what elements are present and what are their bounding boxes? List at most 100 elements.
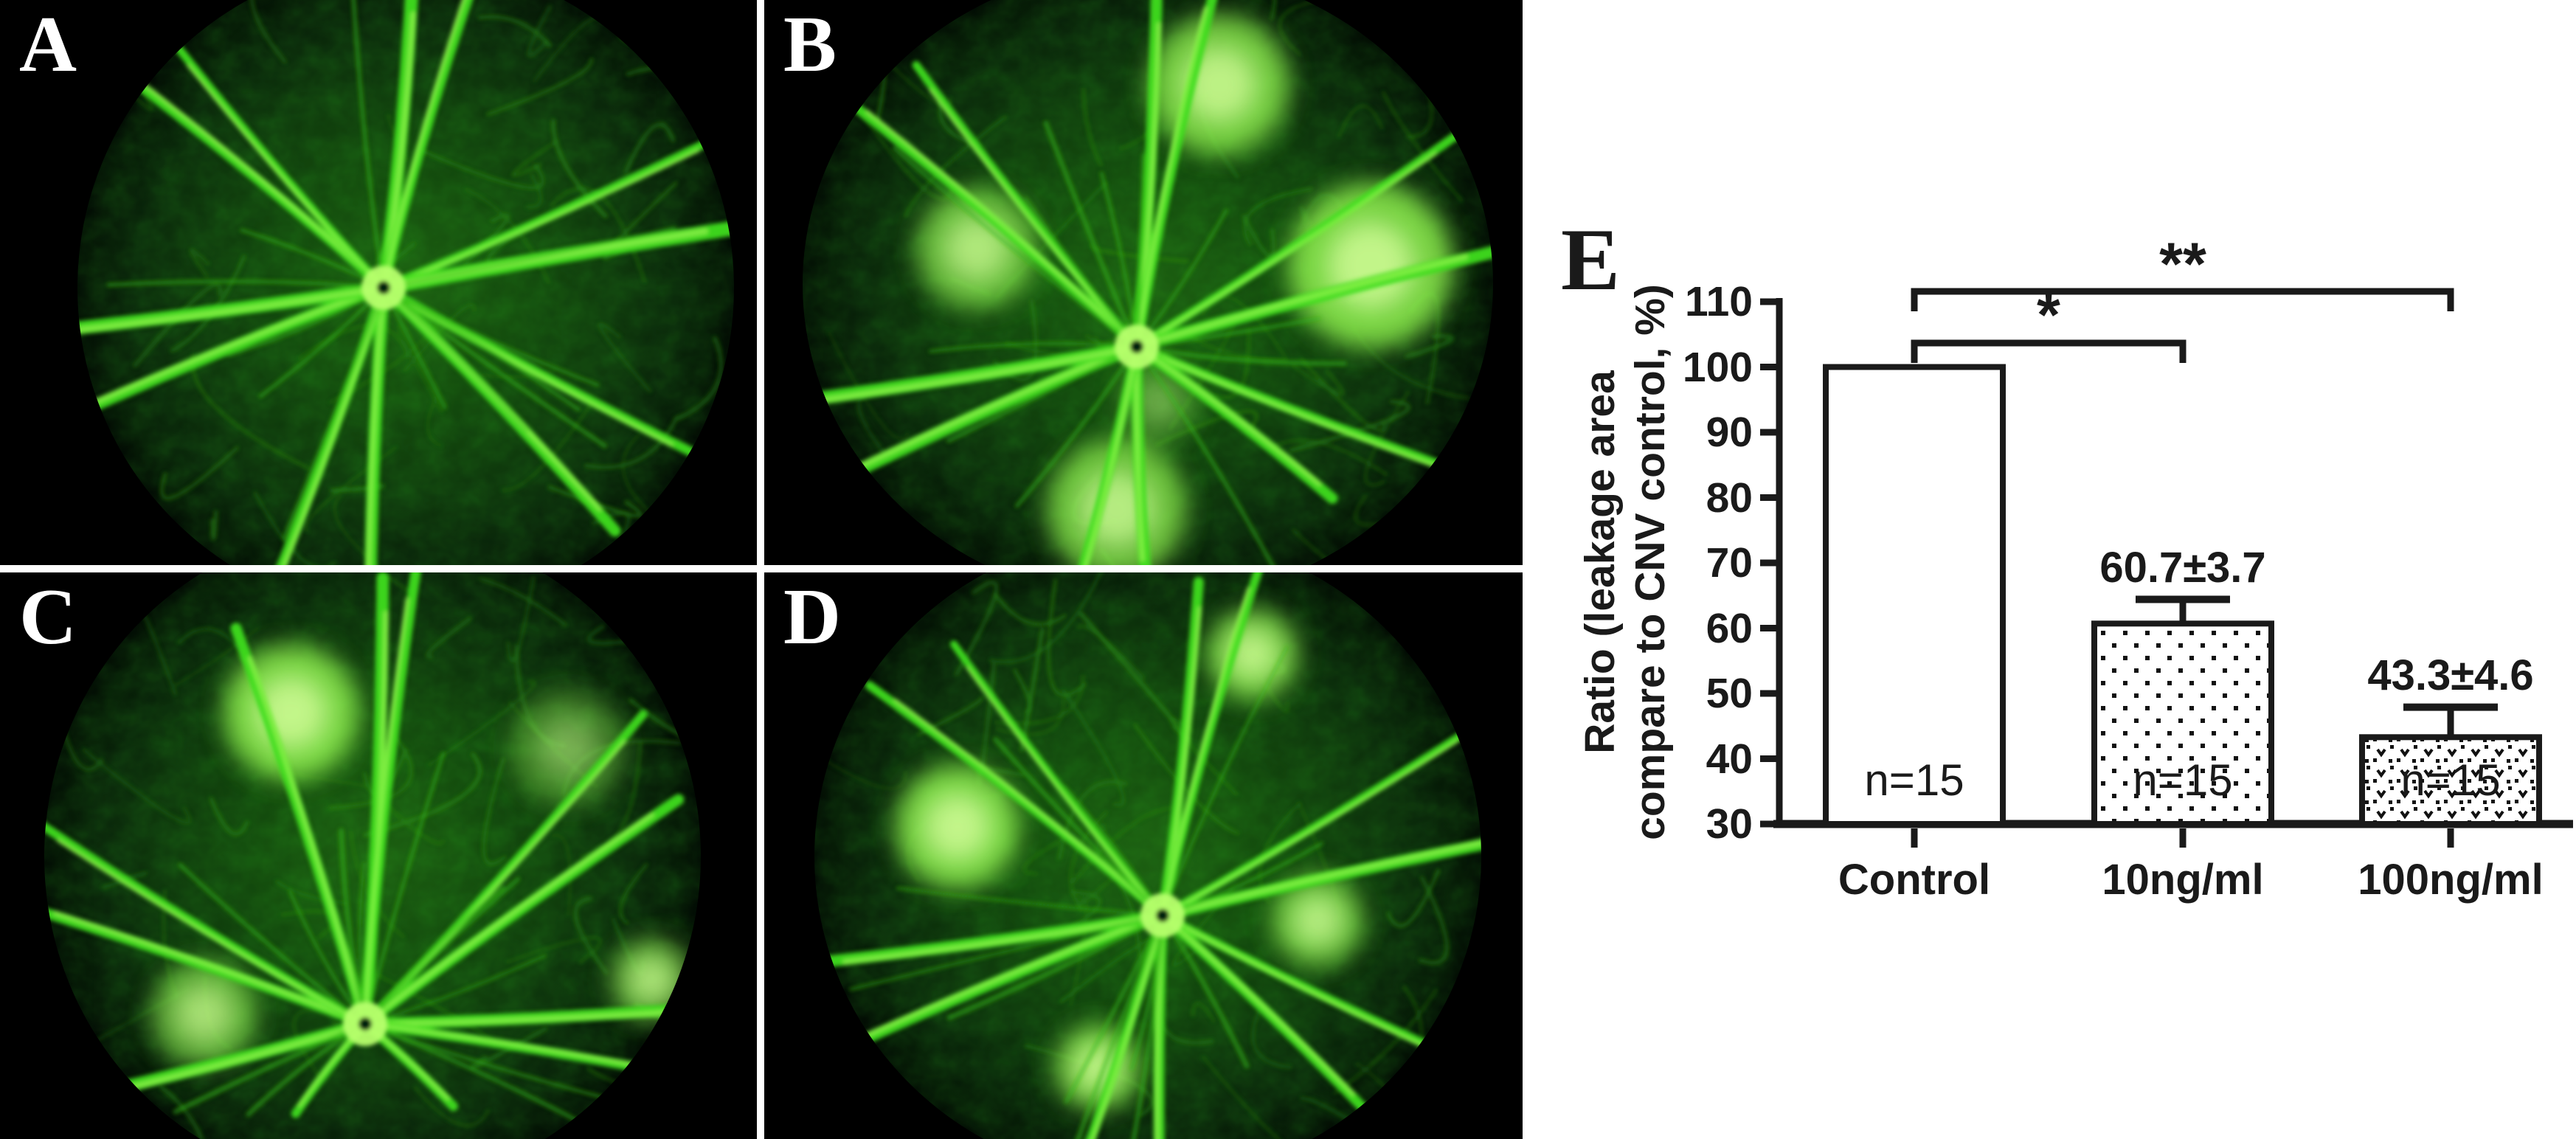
capillary (1270, 439, 1388, 477)
vessel (381, 148, 700, 290)
vessel (1160, 586, 1251, 918)
optic-disc (343, 1002, 387, 1046)
significance-star-1: * (2037, 282, 2060, 349)
optic-disc-center (377, 281, 390, 294)
capillary (1337, 105, 1384, 138)
capillary (598, 322, 653, 394)
capillary (253, 491, 337, 565)
capillary (426, 395, 443, 447)
capillary (820, 757, 907, 790)
y-tick-70: 70 (1706, 539, 1753, 586)
capillary (1291, 364, 1344, 395)
optic-disc (1115, 325, 1159, 369)
panel-letter-e: E (1561, 210, 1620, 308)
vessel (896, 886, 1164, 917)
capillary (676, 336, 723, 421)
capillary (954, 580, 999, 676)
capillary (1382, 91, 1464, 202)
capillary (619, 862, 649, 925)
capillary (1022, 838, 1064, 875)
vessel (946, 345, 1139, 443)
x-label-control: Control (1838, 856, 1990, 904)
capillary (426, 616, 473, 659)
capillary (190, 248, 210, 279)
y-axis-label-line2: compare to CNV control, %) (1627, 284, 1674, 840)
y-tick-30: 30 (1706, 800, 1753, 848)
vessel (1160, 739, 1459, 918)
leakage-spot-core (1295, 898, 1340, 944)
capillary (1300, 357, 1385, 432)
optic-disc (361, 266, 406, 310)
vessel (382, 286, 529, 432)
vessel (382, 226, 676, 289)
capillary (550, 834, 572, 916)
vessel (1135, 151, 1438, 349)
vessel (77, 284, 387, 339)
retina-content (814, 572, 1481, 1139)
capillary (427, 679, 536, 767)
vessel (381, 285, 581, 412)
vessel (363, 1022, 651, 1070)
bar-10ng/ml (2091, 620, 2274, 827)
capillary (1333, 988, 1438, 1095)
n-label-control: n=15 (1864, 755, 1964, 805)
vessel (53, 910, 368, 1027)
capillary (511, 139, 558, 177)
capillary (403, 303, 476, 373)
fundus-image-d (764, 572, 1523, 1139)
vessel (363, 751, 446, 1026)
y-tick-60: 60 (1706, 605, 1753, 652)
vessel (929, 342, 1139, 353)
bar-Control (1823, 364, 2006, 827)
capillary (1263, 0, 1276, 21)
significance-bracket-2 (1911, 288, 2454, 311)
capillary (363, 752, 482, 837)
leakage-spot-core (539, 719, 597, 777)
capillary (1289, 399, 1410, 453)
vessel (946, 913, 1166, 1020)
vessel (1087, 913, 1165, 1139)
vessel (855, 913, 1166, 1042)
capillary (993, 592, 1067, 626)
retina-content (44, 572, 701, 1139)
capillary (1169, 717, 1239, 796)
capillary (209, 796, 249, 836)
retina-content (803, 0, 1493, 565)
capillary (1251, 1007, 1292, 1070)
capillary (482, 757, 508, 866)
x-label-100ngml: 100ng/ml (2358, 856, 2543, 904)
capillary (1201, 1055, 1284, 1139)
capillary (249, 0, 288, 64)
vessel (849, 914, 1164, 991)
capillary (828, 331, 910, 440)
y-axis-label-line1: Ratio (leakage area (1576, 370, 1624, 754)
capillary (551, 119, 609, 219)
significance-bracket-1 (1911, 339, 2187, 363)
vessel (362, 1008, 682, 1027)
vessel (364, 954, 547, 1025)
leakage-spot-core (1184, 49, 1255, 120)
vessel (350, 0, 386, 290)
y-tick-labels: 110 100 90 80 70 60 50 40 30 (1683, 278, 1753, 848)
vessel (842, 913, 1166, 965)
bar-chart: E Ratio (leakage area compare to CNV con… (1561, 210, 2573, 904)
capillary (628, 697, 701, 752)
vessel (381, 285, 608, 449)
capillary (1071, 806, 1173, 884)
n-label-100ngml: n=15 (2400, 755, 2500, 805)
vessel (362, 812, 655, 1027)
capillary (1278, 0, 1368, 56)
vessel (1160, 645, 1289, 918)
y-tick-90: 90 (1706, 409, 1753, 456)
capillary (623, 122, 676, 175)
vessel (1056, 913, 1166, 1139)
capillary (485, 57, 593, 117)
vessel (56, 838, 367, 1026)
vessel (1043, 120, 1140, 350)
vessel (1134, 254, 1469, 350)
chart-shapes (1760, 288, 2573, 848)
capillary (1090, 243, 1190, 263)
capillary (1418, 876, 1449, 965)
optic-disc-center (1156, 909, 1169, 922)
capillary (1241, 213, 1275, 259)
